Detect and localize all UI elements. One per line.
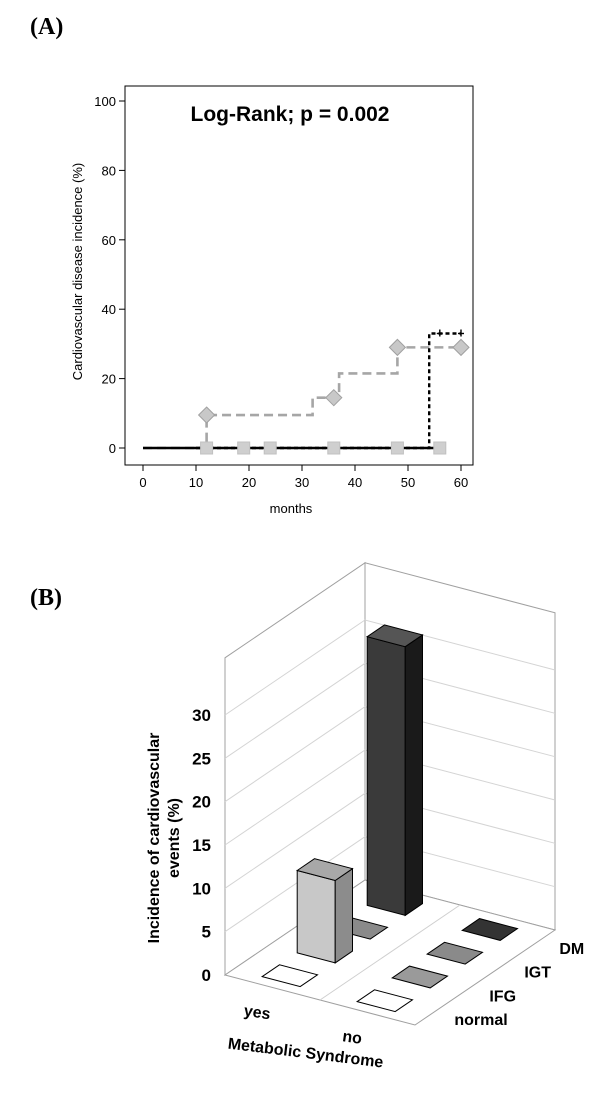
- x-tick-label: 20: [242, 475, 256, 490]
- bar-normal-yes: [261, 964, 319, 988]
- x-tick-label: 0: [139, 475, 146, 490]
- bar-top: [366, 624, 424, 648]
- gridline: [224, 662, 556, 759]
- square-marker: [237, 441, 251, 455]
- y-tick-label: 15: [192, 836, 211, 855]
- y-tick-label: 100: [94, 94, 116, 109]
- y-tick-label: 25: [192, 749, 211, 768]
- gridline: [224, 706, 556, 803]
- bar-side: [404, 633, 423, 917]
- y-tick-label: 20: [192, 793, 211, 812]
- gridline: [224, 836, 556, 933]
- square-marker: [433, 441, 447, 455]
- bar-IFG-yes: [296, 869, 336, 964]
- depth-category-label: IFG: [489, 988, 516, 1005]
- panel-a-label: (A): [30, 14, 64, 40]
- depth-category-label: DM: [559, 941, 584, 958]
- square-marker: [390, 441, 404, 455]
- y-axis-title: Cardiovascular disease incidence (%): [70, 163, 85, 381]
- y-tick-label: 40: [102, 302, 116, 317]
- x-axis-title: months: [270, 501, 313, 516]
- x-tick-label: 30: [295, 475, 309, 490]
- bar-IGT-no: [426, 941, 484, 965]
- log-rank-annotation: Log-Rank; p = 0.002: [191, 103, 390, 126]
- gridline: [224, 749, 556, 846]
- square-marker: [263, 441, 277, 455]
- floor-divider: [319, 904, 461, 1001]
- x-tick-label: 60: [454, 475, 468, 490]
- plot-frame: [124, 85, 474, 466]
- bar-normal-no: [356, 989, 414, 1013]
- y-tick-label: 20: [102, 372, 116, 387]
- y-axis-title: Incidence of cardiovascular events (%): [146, 733, 183, 944]
- y-tick-label: 5: [202, 923, 211, 942]
- x-tick-label: 50: [401, 475, 415, 490]
- bar-top: [296, 858, 354, 882]
- panel-b-label: (B): [30, 585, 62, 611]
- y-tick-label: 80: [102, 163, 116, 178]
- y-tick-label: 10: [192, 879, 211, 898]
- x-category-label: yes: [243, 1003, 272, 1024]
- y-tick-label: 0: [109, 441, 116, 456]
- y-tick-label: 0: [202, 966, 211, 985]
- diamond-marker: [325, 388, 343, 407]
- bar-DM-yes: [366, 636, 406, 917]
- depth-category-label: IGT: [524, 965, 551, 982]
- diamond-marker: [452, 338, 470, 357]
- series-line-dotted: [196, 332, 461, 450]
- bar-side: [334, 867, 353, 964]
- bar-IFG-no: [391, 965, 449, 989]
- series-line-dashed: [143, 346, 461, 450]
- x-tick-label: 10: [189, 475, 203, 490]
- x-category-label: no: [341, 1028, 363, 1048]
- gridline: [224, 792, 556, 889]
- x-tick-label: 40: [348, 475, 362, 490]
- square-marker: [327, 441, 341, 455]
- y-axis-title-line2: events (%): [166, 798, 183, 878]
- square-marker: [200, 441, 214, 455]
- diamond-marker: [197, 406, 216, 424]
- y-axis-title-line1: Incidence of cardiovascular: [146, 733, 163, 944]
- y-tick-label: 30: [192, 706, 211, 725]
- km-chart: 0 20 40 60 80 100 0 10 20 30 40 50 60 months Cardiovas…: [70, 85, 474, 516]
- gridline: [224, 619, 556, 716]
- y-tick-label: 60: [102, 233, 116, 248]
- bar-DM-no: [461, 918, 519, 941]
- diamond-marker: [388, 338, 407, 357]
- depth-category-label: normal: [454, 1012, 507, 1029]
